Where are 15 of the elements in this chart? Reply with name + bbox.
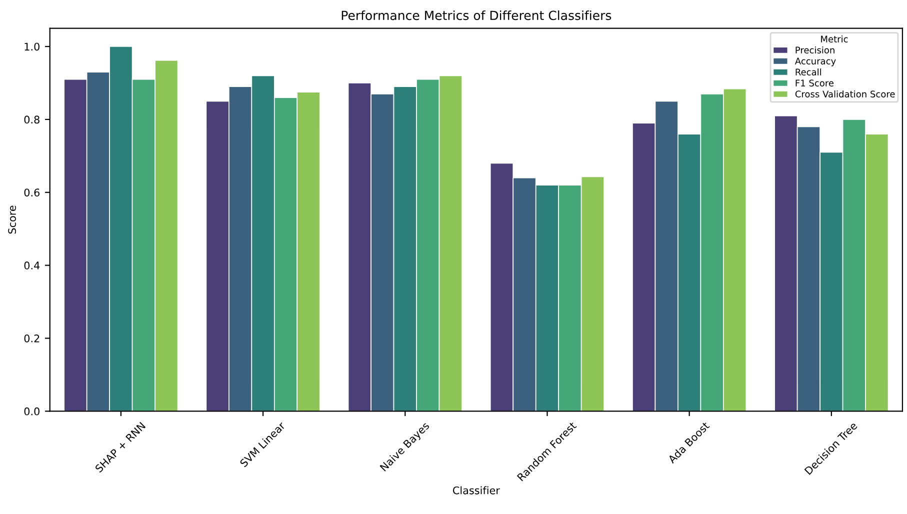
- x-axis-title: Classifier: [452, 486, 500, 494]
- chart-title: Performance Metrics of Different Classifiers: [342, 10, 612, 20]
- legend-label: Recall: [796, 68, 821, 76]
- y-tick-label: 0.0: [24, 407, 40, 416]
- legend-title: Metric: [821, 35, 848, 42]
- legend-label: Accuracy: [794, 58, 836, 66]
- y-tick-label: 0.4: [24, 262, 40, 270]
- y-tick-label: 0.6: [24, 188, 40, 196]
- legend-label: F1 Score: [796, 80, 834, 86]
- legend-label: Cross Validation Score: [795, 90, 895, 98]
- legend-label: Precision: [796, 46, 834, 54]
- y-axis-title: Score: [8, 206, 16, 234]
- y-tick-label: 1.0: [24, 42, 40, 51]
- y-tick-label: 0.2: [24, 334, 40, 342]
- y-tick-label: 0.8: [24, 116, 40, 124]
